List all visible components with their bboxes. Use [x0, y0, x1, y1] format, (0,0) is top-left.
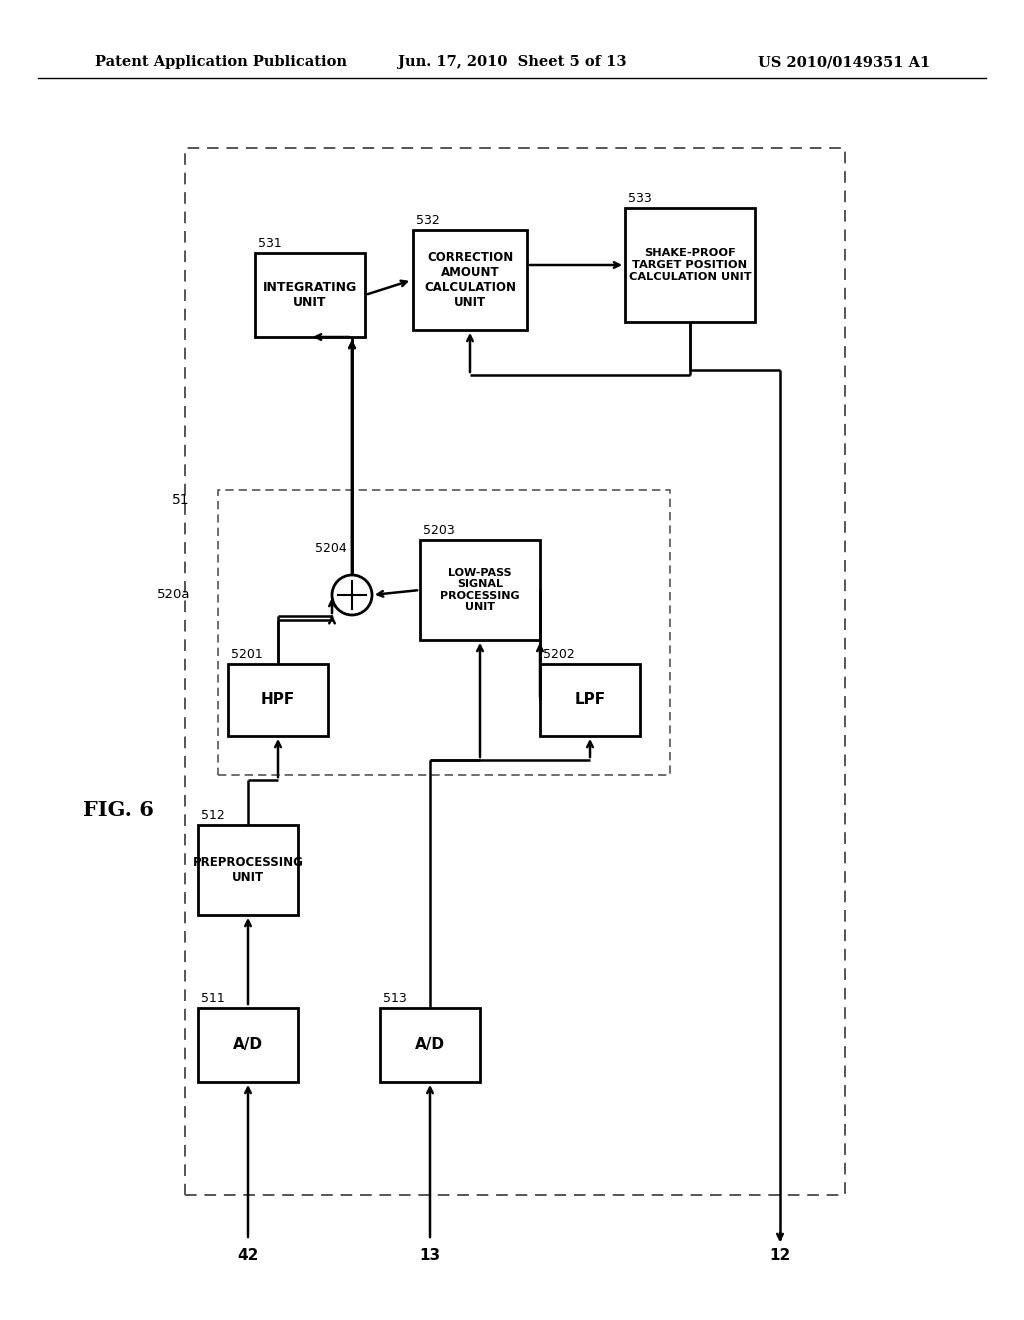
Text: 51: 51 [172, 492, 190, 507]
Bar [198, 1008, 298, 1082]
Text: LPF: LPF [574, 693, 605, 708]
Text: 520a: 520a [157, 589, 190, 602]
Bar [540, 664, 640, 737]
Text: SHAKE-PROOF
TARGET POSITION
CALCULATION UNIT: SHAKE-PROOF TARGET POSITION CALCULATION … [629, 248, 752, 281]
Text: 511: 511 [201, 993, 224, 1005]
Text: 5202: 5202 [543, 648, 574, 661]
Text: 13: 13 [420, 1247, 440, 1262]
Bar [218, 490, 670, 775]
Bar [228, 664, 328, 737]
Text: 531: 531 [258, 238, 282, 249]
Text: US 2010/0149351 A1: US 2010/0149351 A1 [758, 55, 930, 69]
Text: 42: 42 [238, 1247, 259, 1262]
Bar [625, 209, 755, 322]
Text: INTEGRATING
UNIT: INTEGRATING UNIT [263, 281, 357, 309]
Text: FIG. 6: FIG. 6 [83, 800, 154, 820]
Text: 12: 12 [769, 1247, 791, 1262]
Text: A/D: A/D [233, 1038, 263, 1052]
Text: LOW-PASS
SIGNAL
PROCESSING
UNIT: LOW-PASS SIGNAL PROCESSING UNIT [440, 568, 520, 612]
Text: 5201: 5201 [231, 648, 263, 661]
Text: HPF: HPF [261, 693, 295, 708]
Text: 512: 512 [201, 809, 224, 822]
Text: 532: 532 [416, 214, 439, 227]
Text: CORRECTION
AMOUNT
CALCULATION
UNIT: CORRECTION AMOUNT CALCULATION UNIT [424, 251, 516, 309]
Text: PREPROCESSING
UNIT: PREPROCESSING UNIT [193, 855, 303, 884]
Bar [185, 148, 845, 1195]
Text: A/D: A/D [415, 1038, 445, 1052]
Text: Jun. 17, 2010  Sheet 5 of 13: Jun. 17, 2010 Sheet 5 of 13 [397, 55, 627, 69]
Text: 5203: 5203 [423, 524, 455, 537]
Bar [413, 230, 527, 330]
Bar [198, 825, 298, 915]
Text: 513: 513 [383, 993, 407, 1005]
Text: Patent Application Publication: Patent Application Publication [95, 55, 347, 69]
Text: 5204: 5204 [315, 543, 347, 554]
Bar [420, 540, 540, 640]
Bar [380, 1008, 480, 1082]
Bar [255, 253, 365, 337]
Text: 533: 533 [628, 191, 651, 205]
